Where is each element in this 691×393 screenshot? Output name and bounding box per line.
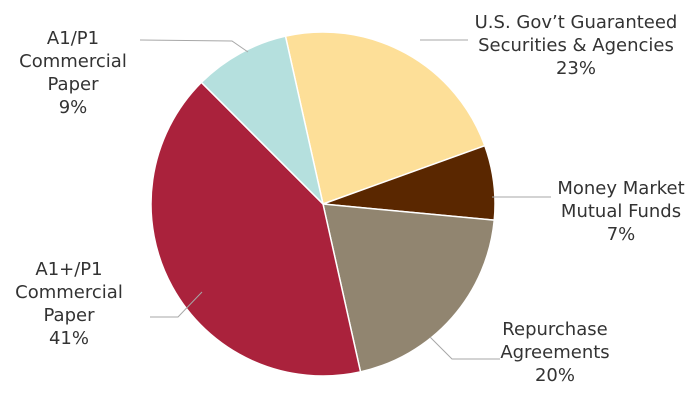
pie-slice-2 <box>322 203 496 373</box>
slice-label-1-line-0: Money Market <box>557 178 684 199</box>
slice-label-0-line-2: 23% <box>556 58 596 79</box>
slice-label-2: Repurchase Agreements 20% <box>500 319 609 386</box>
leader-line-3 <box>150 291 203 318</box>
slice-label-1: Money Market Mutual Funds 7% <box>557 178 684 245</box>
slice-label-3: A1+/P1 Commercial Paper 41% <box>15 259 123 349</box>
slice-label-3-line-3: 41% <box>49 328 89 349</box>
slice-label-2-line-0: Repurchase <box>502 319 607 340</box>
leader-line-2 <box>429 336 500 360</box>
slice-label-0-line-0: U.S. Gov’t Guaranteed <box>475 12 678 33</box>
leader-line-4 <box>139 39 249 53</box>
slice-label-0: U.S. Gov’t Guaranteed Securities & Agenci… <box>475 12 678 79</box>
pie-slice-0 <box>284 31 486 205</box>
slice-label-3-line-1: Commercial <box>15 282 123 303</box>
slice-label-2-line-2: 20% <box>535 365 575 386</box>
slice-label-4-line-0: A1/P1 <box>47 28 99 49</box>
slice-label-1-line-1: Mutual Funds <box>561 201 681 222</box>
slice-label-4-line-1: Commercial <box>19 51 127 72</box>
slice-label-1-line-2: 7% <box>607 224 636 245</box>
slice-label-3-line-0: A1+/P1 <box>35 259 102 280</box>
slice-label-2-line-1: Agreements <box>500 342 609 363</box>
pie-slice-4 <box>200 35 325 207</box>
slice-label-4: A1/P1 Commercial Paper 9% <box>19 28 127 118</box>
slice-label-0-line-1: Securities & Agencies <box>478 35 674 56</box>
slice-label-3-line-2: Paper <box>44 305 96 326</box>
pie-slice-3 <box>150 81 362 377</box>
slice-label-4-line-3: 9% <box>59 97 88 118</box>
slice-label-4-line-2: Paper <box>48 74 100 95</box>
